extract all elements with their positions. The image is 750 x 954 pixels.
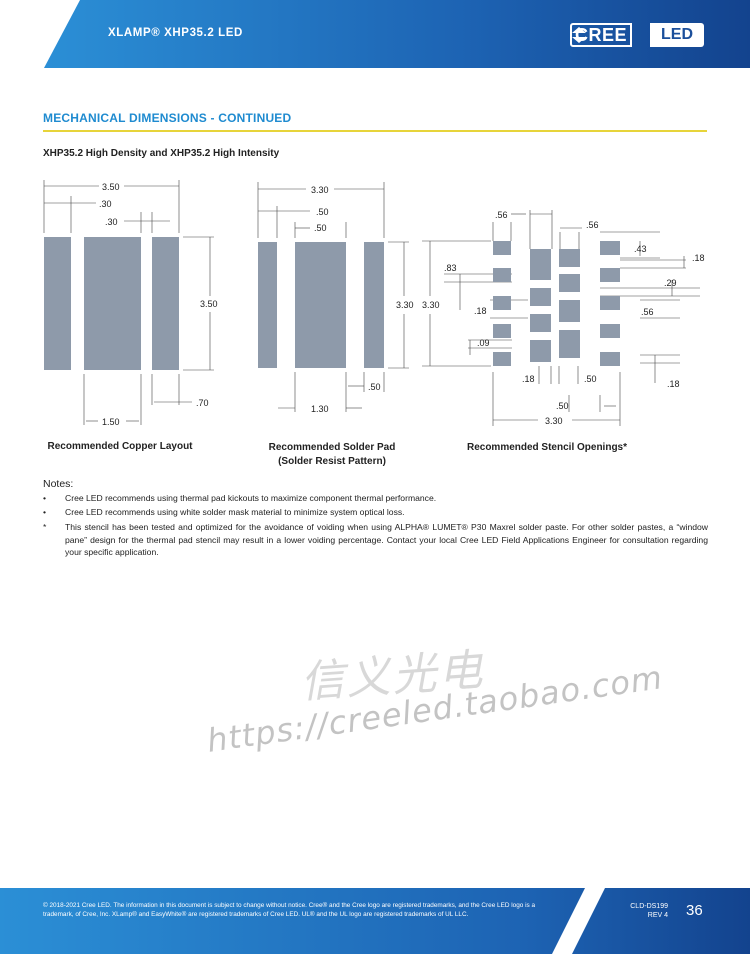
stencil-window <box>530 249 551 280</box>
dim-label: 3.30 <box>545 416 563 426</box>
mechanical-drawings: 3.50 .30 .30 3.50 .70 1.50 3.30 .50 .50 … <box>43 180 705 427</box>
dim-label: .50 <box>584 374 597 384</box>
asterisk-icon: * <box>43 522 47 532</box>
caption-line: Recommended Solder Pad <box>268 442 396 453</box>
note-text: This stencil has been tested and optimiz… <box>65 522 708 557</box>
solder-pad-right <box>364 242 384 368</box>
page-header: XLAMP® XHP35.2 LED CREE LED <box>0 0 750 68</box>
dim-label: .50 <box>368 382 381 392</box>
stencil-opening <box>493 296 511 310</box>
dim-label: .30 <box>99 199 112 209</box>
stencil-opening <box>600 296 620 310</box>
pad-shapes <box>44 237 620 370</box>
notes-section: Notes: • Cree LED recommends using therm… <box>43 478 708 560</box>
page-number: 36 <box>686 902 703 919</box>
stencil-window <box>530 314 551 332</box>
dim-label: .50 <box>314 223 327 233</box>
copper-pad-center <box>84 237 141 370</box>
copper-layout-caption: Recommended Copper Layout <box>40 440 200 454</box>
dim-label: .18 <box>667 379 680 389</box>
dim-label: 3.30 <box>422 300 440 310</box>
note-item: * This stencil has been tested and optim… <box>43 521 708 559</box>
dim-label: 3.50 <box>102 182 120 192</box>
dim-label: 3.50 <box>200 299 218 309</box>
dim-label: .56 <box>586 220 599 230</box>
dim-label: 1.50 <box>102 417 120 427</box>
solder-pad-left <box>258 242 277 368</box>
dim-label: .43 <box>634 244 647 254</box>
stencil-window <box>530 288 551 306</box>
dim-label: .30 <box>105 217 118 227</box>
footer-banner <box>0 888 750 954</box>
doc-id-block: CLD-DS199 REV 4 <box>622 902 668 920</box>
bullet-icon: • <box>43 493 47 503</box>
stencil-opening <box>600 324 620 338</box>
dim-label: 3.30 <box>396 300 414 310</box>
solder-pad-caption: Recommended Solder Pad (Solder Resist Pa… <box>252 441 412 469</box>
note-text: Cree LED recommends using thermal pad ki… <box>65 493 437 503</box>
stencil-opening <box>493 352 511 366</box>
solder-pad-center <box>295 242 346 368</box>
stencil-caption: Recommended Stencil Openings* <box>454 441 640 455</box>
note-text: Cree LED recommends using white solder m… <box>65 506 405 517</box>
header-banner <box>44 0 750 68</box>
header-title: XLAMP® XHP35.2 LED <box>108 27 243 39</box>
doc-rev: REV 4 <box>647 912 668 919</box>
section-subtitle: XHP35.2 High Density and XHP35.2 High In… <box>43 148 280 159</box>
dim-label: 1.30 <box>311 404 329 414</box>
dim-label: .56 <box>641 307 654 317</box>
note-item: • Cree LED recommends using thermal pad … <box>43 492 708 505</box>
section-title: MECHANICAL DIMENSIONS - CONTINUED <box>43 111 292 125</box>
stencil-window <box>559 330 580 358</box>
copper-pad-left <box>44 237 71 370</box>
stencil-opening <box>493 268 511 282</box>
stencil-opening <box>600 241 620 255</box>
dim-label: .70 <box>196 398 209 408</box>
caption-line: (Solder Resist Pattern) <box>278 456 386 467</box>
dim-label: 3.30 <box>311 185 329 195</box>
stencil-window <box>530 340 551 362</box>
caption-text: Recommended Copper Layout <box>47 441 193 452</box>
stencil-opening <box>600 268 620 282</box>
copper-pad-right <box>152 237 179 370</box>
logo-cree-text: CREE <box>570 23 632 47</box>
note-item: • Cree LED recommends using white solder… <box>43 506 708 519</box>
doc-id: CLD-DS199 <box>630 903 668 910</box>
notes-title: Notes: <box>43 478 74 490</box>
stencil-opening <box>493 241 511 255</box>
dim-label: .29 <box>664 278 677 288</box>
section-divider <box>43 130 707 132</box>
dim-label: .50 <box>556 401 569 411</box>
logo-led-text: LED <box>650 23 704 47</box>
stencil-opening <box>493 324 511 338</box>
dim-label: .18 <box>474 306 487 316</box>
dimension-labels: 3.50 .30 .30 3.50 .70 1.50 3.30 .50 .50 … <box>99 182 705 427</box>
dim-label: .56 <box>495 210 508 220</box>
stencil-window <box>559 274 580 292</box>
dim-label: .83 <box>444 263 457 273</box>
dim-label: .18 <box>522 374 535 384</box>
cree-led-logo: CREE LED <box>570 23 704 47</box>
caption-text: Recommended Stencil Openings* <box>466 442 628 453</box>
dim-label: .09 <box>477 338 490 348</box>
logo-arrows-icon <box>572 27 586 43</box>
dim-label: .50 <box>316 207 329 217</box>
stencil-window <box>559 249 580 267</box>
stencil-window <box>559 300 580 322</box>
footer-legal: © 2018-2021 Cree LED. The information in… <box>43 902 536 918</box>
page-footer: © 2018-2021 Cree LED. The information in… <box>0 888 750 954</box>
bullet-icon: • <box>43 506 47 517</box>
stencil-opening <box>600 352 620 366</box>
dim-label: .18 <box>692 253 705 263</box>
dimension-lines <box>43 180 700 426</box>
